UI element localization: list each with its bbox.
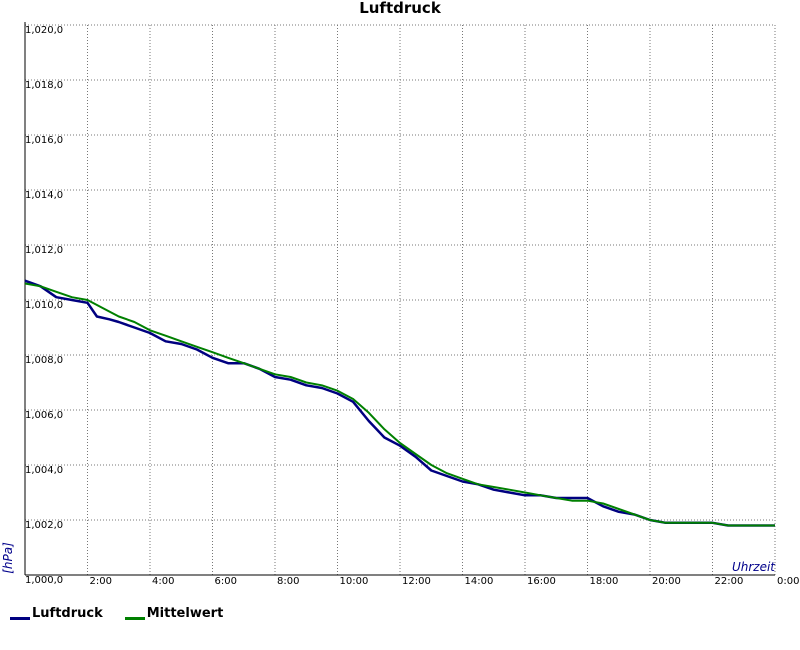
legend-item-mittelwert: Mittelwert	[124, 606, 224, 621]
x-tick-label: 8:00	[277, 576, 299, 587]
x-tick-label: 2:00	[90, 576, 112, 587]
y-tick-label: 1,008,0	[25, 355, 63, 366]
y-tick-label: 1,002,0	[25, 520, 63, 531]
x-tick-label: 4:00	[152, 576, 174, 587]
legend-label-luftdruck: Luftdruck	[32, 606, 103, 621]
legend-label-mittelwert: Mittelwert	[146, 606, 224, 621]
data-series	[24, 279, 775, 527]
grid-lines	[25, 24, 776, 575]
x-tick-label: 20:00	[652, 576, 681, 587]
x-tick-label: 12:00	[402, 576, 431, 587]
legend-item-luftdruck: Luftdruck	[10, 606, 103, 621]
legend-swatch-luftdruck	[10, 617, 30, 620]
y-tick-label: 1,020,0	[25, 25, 63, 36]
y-axis-label: [hPa]	[1, 542, 15, 574]
y-tick-label: 1,016,0	[25, 135, 63, 146]
x-tick-label: 6:00	[215, 576, 237, 587]
x-tick-label: 14:00	[465, 576, 494, 587]
x-tick-label: 22:00	[715, 576, 744, 587]
y-tick-label: 1,010,0	[25, 300, 63, 311]
x-tick-label: 10:00	[340, 576, 369, 587]
y-tick-label: 1,000,0	[25, 575, 63, 586]
y-tick-labels: 1,000,0 1,002,0 1,004,0 1,006,0 1,008,0 1,010…	[25, 25, 63, 586]
y-tick-label: 1,006,0	[25, 410, 63, 421]
x-tick-label: 0:00	[777, 576, 799, 587]
legend-swatch-mittelwert	[124, 617, 145, 620]
legend: Luftdruck Mittelwert	[10, 606, 223, 621]
x-tick-label: 18:00	[590, 576, 619, 587]
x-axis-label: Uhrzeit	[732, 560, 776, 574]
x-tick-labels: 2:00 4:00 6:00 8:00 10:00 12:00 14:00 16:00 18:0…	[90, 576, 800, 587]
series-line-mittelwert	[24, 282, 775, 527]
y-tick-label: 1,018,0	[25, 80, 63, 91]
axes	[24, 22, 775, 576]
y-tick-label: 1,014,0	[25, 190, 63, 201]
chart-title: Luftdruck	[359, 0, 442, 17]
y-tick-label: 1,012,0	[25, 245, 63, 256]
y-tick-label: 1,004,0	[25, 465, 63, 476]
x-tick-label: 16:00	[527, 576, 556, 587]
